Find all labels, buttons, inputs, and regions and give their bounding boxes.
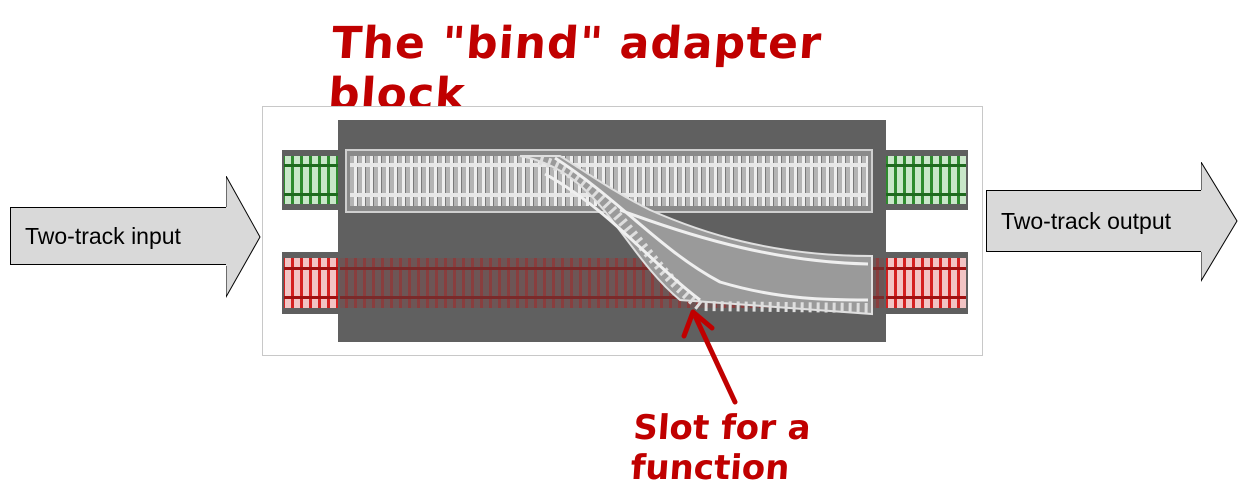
output-label: Two-track output — [1001, 207, 1172, 234]
annotation-label: Slot for a function — [629, 408, 813, 488]
output-arrow: Two-track output — [986, 190, 1202, 252]
switch-track-curve — [519, 155, 873, 316]
failure-track-left — [282, 252, 340, 314]
input-label: Two-track input — [25, 222, 181, 249]
input-arrow: Two-track input — [10, 207, 227, 265]
success-track-left — [282, 150, 340, 210]
success-track-right — [884, 150, 968, 210]
input-arrow-head — [226, 176, 261, 298]
output-arrow-head — [1201, 162, 1238, 282]
failure-track-right — [884, 252, 968, 314]
upper-gray-track — [345, 149, 873, 213]
